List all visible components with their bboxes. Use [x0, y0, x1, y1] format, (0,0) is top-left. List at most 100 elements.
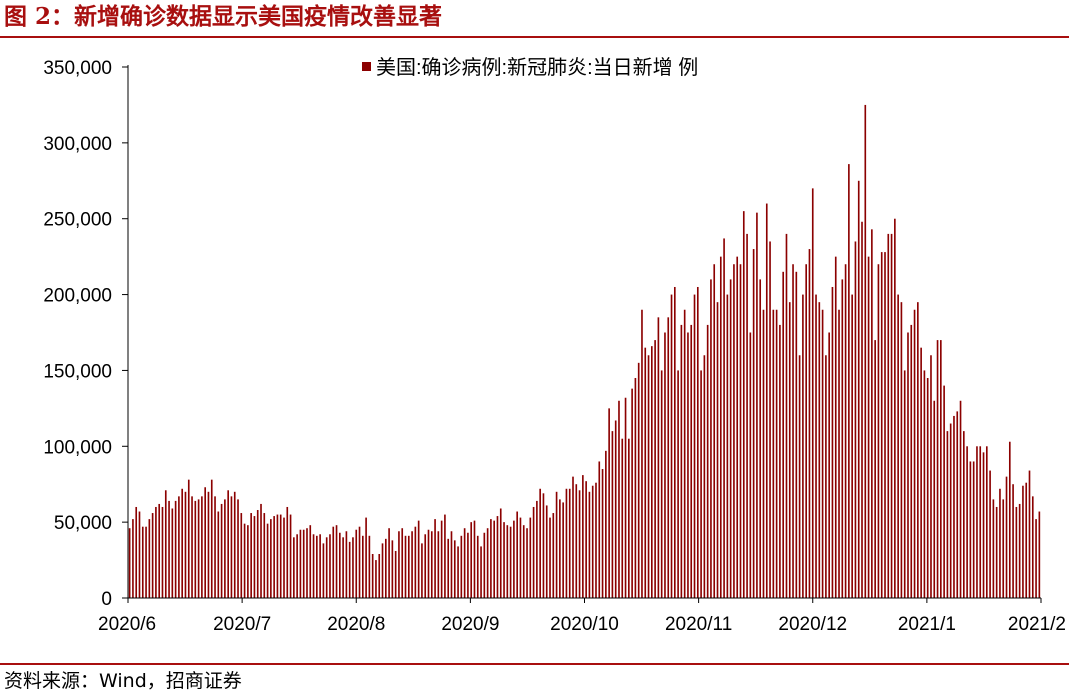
bar: [821, 309, 824, 598]
bar: [355, 529, 358, 598]
x-tick-label: 2021/2: [1008, 614, 1066, 635]
bar: [247, 525, 249, 598]
bar: [880, 252, 883, 598]
bar: [871, 229, 873, 598]
bar: [417, 520, 420, 598]
bar: [293, 537, 295, 598]
bar: [598, 461, 601, 598]
bar: [407, 535, 410, 598]
bar: [362, 535, 364, 598]
x-axis: 2020/6 2020/7 2020/8 2020/9 2020/10 2020/11 20…: [98, 597, 1066, 635]
bar: [473, 520, 476, 598]
bar: [897, 294, 899, 598]
bar: [256, 510, 259, 598]
source-rule: [0, 663, 1069, 665]
y-tick-label: 200,000: [43, 286, 112, 307]
bar: [838, 309, 840, 598]
bar: [522, 525, 525, 598]
x-tick-label: 2020/8: [327, 614, 385, 635]
bar: [542, 493, 545, 598]
bar: [450, 531, 453, 598]
bar: [375, 560, 377, 598]
bar: [673, 286, 676, 598]
bar: [270, 519, 272, 598]
title-rule: [0, 36, 1069, 38]
bar: [148, 519, 151, 598]
bar: [352, 537, 354, 598]
bar: [706, 324, 709, 598]
bar: [210, 479, 213, 598]
bar: [634, 378, 637, 598]
bar: [253, 516, 256, 598]
bar: [815, 294, 817, 598]
bar: [985, 446, 988, 598]
y-tick-label: 250,000: [43, 210, 112, 231]
bar: [933, 400, 936, 598]
bar: [723, 238, 725, 598]
bar: [299, 529, 302, 598]
bar: [621, 438, 624, 598]
bar: [792, 264, 794, 598]
x-tick-label: 2020/6: [98, 614, 156, 635]
bar: [503, 522, 505, 598]
bar: [1022, 485, 1024, 598]
bar: [411, 531, 413, 598]
x-tick-label: 2020/9: [441, 614, 499, 635]
bar: [273, 516, 275, 598]
bar: [191, 496, 193, 598]
y-axis: 0 50,000 100,000 150,000 200,000 250,000 300,0…: [43, 58, 129, 610]
bar: [966, 446, 968, 598]
bar: [316, 535, 318, 598]
bar: [782, 271, 785, 598]
y-tick-label: 0: [101, 589, 112, 610]
bar: [233, 491, 236, 598]
bar: [887, 233, 890, 598]
bar: [963, 431, 965, 598]
bar: [660, 370, 663, 598]
bar: [857, 180, 860, 599]
bar: [1018, 503, 1021, 598]
figure-title: 图 2：新增确诊数据显示美国疫情改善显著: [4, 3, 443, 30]
bar: [230, 496, 233, 598]
bar: [788, 302, 791, 598]
bar: [141, 526, 144, 598]
bar: [874, 340, 876, 598]
bar: [683, 309, 686, 598]
bar: [1038, 511, 1041, 598]
bar: [848, 164, 850, 598]
bar: [956, 411, 959, 598]
bar: [762, 309, 765, 598]
bar: [917, 302, 919, 598]
bar: [677, 370, 679, 598]
bar: [693, 294, 696, 598]
bar: [631, 388, 633, 598]
bar: [585, 481, 587, 598]
bar: [378, 554, 381, 598]
bar: [943, 385, 945, 598]
bar: [1025, 482, 1028, 598]
bar: [463, 528, 466, 598]
bar: [900, 302, 903, 598]
bar: [1035, 519, 1037, 598]
bar: [421, 543, 423, 598]
bar: [486, 528, 489, 598]
bar: [775, 309, 778, 598]
bar: [729, 279, 732, 598]
bar: [424, 534, 427, 598]
bar: [907, 332, 909, 598]
bar: [178, 496, 180, 598]
bar: [864, 104, 867, 599]
bar: [752, 249, 755, 598]
bar: [808, 249, 811, 598]
bar: [719, 256, 722, 598]
legend-swatch: [362, 62, 371, 71]
bar: [696, 286, 699, 598]
bar: [765, 203, 768, 599]
bar: [250, 513, 252, 598]
bar: [470, 522, 473, 598]
bar: [953, 415, 955, 598]
legend-label: 美国:确诊病例:新冠肺炎:当日新增 例: [376, 56, 698, 79]
bar: [903, 370, 906, 598]
bar: [306, 528, 308, 598]
